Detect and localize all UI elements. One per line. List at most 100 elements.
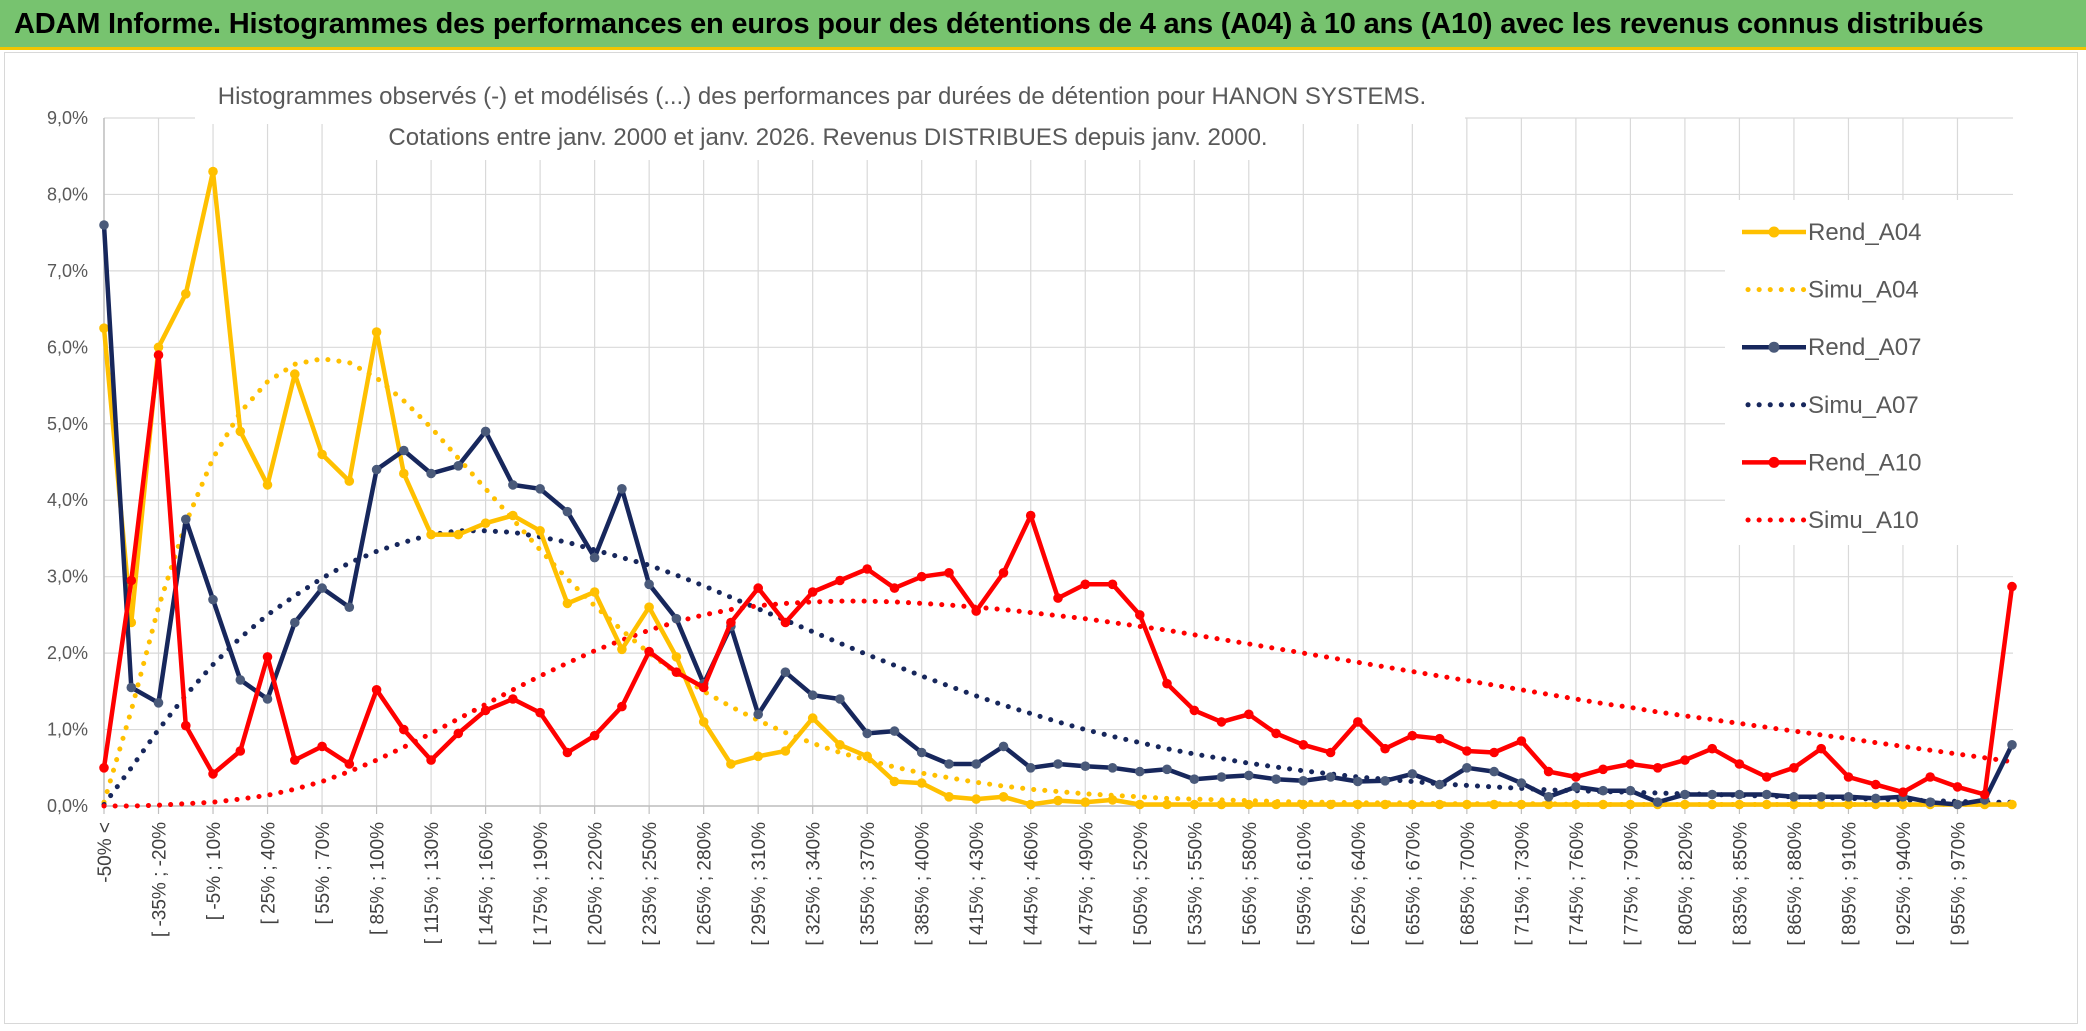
data-point-rend-a10 xyxy=(290,755,300,765)
data-point-rend-a07 xyxy=(153,698,164,708)
data-point-rend-a10 xyxy=(1325,747,1336,758)
data-point-rend-a10 xyxy=(262,652,273,662)
legend-background xyxy=(1725,200,2015,545)
data-point-rend-a04 xyxy=(99,323,109,334)
data-point-rend-a04 xyxy=(1162,799,1172,810)
data-point-rend-a07 xyxy=(644,579,654,590)
data-point-rend-a10 xyxy=(1216,717,1227,727)
legend: Rend_A04 Simu_A04 Rend_A07 Simu_A07 Rend_A10… xyxy=(1742,219,1921,534)
data-point-rend-a04 xyxy=(1571,799,1581,810)
data-point-rend-a04 xyxy=(916,778,927,788)
data-point-rend-a07 xyxy=(1925,797,1935,807)
data-point-rend-a10 xyxy=(181,720,191,731)
report-title: ADAM Informe. Histogrammes des performan… xyxy=(14,8,1984,40)
data-point-rend-a04 xyxy=(998,792,1009,802)
data-point-rend-a07 xyxy=(1734,789,1745,800)
data-point-rend-a10 xyxy=(644,646,654,657)
x-tick-label: [ 835% ; 850% xyxy=(1730,822,1751,946)
data-point-rend-a07 xyxy=(944,759,954,769)
data-point-rend-a07 xyxy=(181,514,191,525)
x-tick-label: -50% < xyxy=(95,822,116,883)
data-point-rend-a04 xyxy=(317,449,327,460)
data-point-rend-a07 xyxy=(1244,770,1254,781)
x-tick-label: [ 625% ; 640% xyxy=(1349,822,1370,946)
data-point-rend-a04 xyxy=(1761,799,1772,810)
x-tick-label: [ 415% ; 430% xyxy=(967,822,988,946)
x-tick-label: [ 235% ; 250% xyxy=(640,822,661,946)
x-tick-label: [ 865% ; 880% xyxy=(1785,822,1806,946)
data-point-rend-a10 xyxy=(1816,743,1826,754)
data-point-rend-a10 xyxy=(399,724,409,735)
data-point-rend-a07 xyxy=(1870,793,1881,804)
data-point-rend-a04 xyxy=(453,529,464,540)
x-tick-label: [ 85% ; 100% xyxy=(368,822,389,935)
x-axis-ticks: -50% < [ -35% ; -20% [ -5% ; 10% [ 25% ; 40… xyxy=(95,822,1969,946)
data-point-rend-a07 xyxy=(1625,785,1636,796)
data-point-rend-a04 xyxy=(235,426,246,437)
data-point-rend-a10 xyxy=(1135,610,1145,620)
data-point-rend-a04 xyxy=(1025,799,1036,810)
data-point-rend-a10 xyxy=(944,568,954,578)
data-point-rend-a04 xyxy=(589,587,600,597)
data-point-rend-a07 xyxy=(535,484,545,494)
data-point-rend-a10 xyxy=(2007,581,2017,592)
legend-marker-rend-a07 xyxy=(1768,341,1780,353)
data-point-rend-a10 xyxy=(1053,593,1063,603)
data-point-rend-a04 xyxy=(344,476,355,486)
data-point-rend-a07 xyxy=(1680,789,1690,800)
data-point-rend-a07 xyxy=(562,506,573,517)
series-line-simu-a10 xyxy=(101,598,2015,809)
x-tick-label: [ 295% ; 310% xyxy=(749,822,770,946)
data-point-rend-a04 xyxy=(1298,799,1309,810)
x-tick-label: [ 685% ; 700% xyxy=(1458,822,1479,946)
data-point-rend-a04 xyxy=(889,776,900,787)
data-point-rend-a07 xyxy=(1543,792,1554,802)
data-point-rend-a10 xyxy=(1380,743,1390,754)
y-tick-label: 1,0% xyxy=(47,720,88,740)
data-point-rend-a04 xyxy=(562,598,573,609)
data-point-rend-a07 xyxy=(1707,789,1717,800)
data-point-rend-a04 xyxy=(1325,799,1336,810)
data-point-rend-a04 xyxy=(181,289,191,299)
data-point-rend-a10 xyxy=(889,583,900,593)
y-tick-label: 6,0% xyxy=(47,337,88,357)
data-point-rend-a10 xyxy=(126,575,137,586)
data-point-rend-a07 xyxy=(99,220,109,230)
data-point-rend-a04 xyxy=(644,602,654,612)
x-tick-label: [ 775% ; 790% xyxy=(1621,822,1642,946)
series-line-simu-a04 xyxy=(101,356,2015,807)
data-point-rend-a07 xyxy=(1462,763,1472,773)
x-tick-label: [ 955% ; 970% xyxy=(1948,822,1969,946)
data-point-rend-a10 xyxy=(1925,772,1935,782)
data-point-rend-a07 xyxy=(1761,789,1772,800)
data-point-rend-a07 xyxy=(1135,766,1145,777)
data-point-rend-a10 xyxy=(453,728,464,739)
data-point-rend-a07 xyxy=(1162,764,1172,775)
data-point-rend-a04 xyxy=(1434,799,1445,810)
data-point-rend-a10 xyxy=(426,755,436,765)
grid xyxy=(103,117,2013,814)
data-point-rend-a04 xyxy=(1598,799,1608,810)
data-point-rend-a10 xyxy=(1407,730,1418,741)
data-point-rend-a07 xyxy=(835,694,845,704)
y-tick-label: 7,0% xyxy=(47,261,88,281)
data-point-rend-a07 xyxy=(753,709,763,720)
legend-marker-rend-a04 xyxy=(1768,226,1780,238)
data-point-rend-a10 xyxy=(1625,759,1636,769)
y-tick-label: 0,0% xyxy=(47,796,88,816)
data-point-rend-a04 xyxy=(1734,799,1745,810)
data-point-rend-a04 xyxy=(671,652,682,662)
subtitle-background xyxy=(370,118,1290,160)
data-point-rend-a10 xyxy=(835,575,845,586)
data-point-rend-a07 xyxy=(617,484,627,494)
data-point-rend-a04 xyxy=(371,327,382,337)
data-point-rend-a10 xyxy=(780,617,791,628)
chart-frame xyxy=(4,52,2078,1024)
data-point-rend-a10 xyxy=(1462,746,1472,756)
data-point-rend-a04 xyxy=(862,751,872,762)
data-point-rend-a10 xyxy=(1598,764,1608,775)
data-point-rend-a07 xyxy=(1298,776,1309,786)
data-point-rend-a07 xyxy=(971,759,981,769)
x-tick-label: [ 925% ; 940% xyxy=(1894,822,1915,946)
